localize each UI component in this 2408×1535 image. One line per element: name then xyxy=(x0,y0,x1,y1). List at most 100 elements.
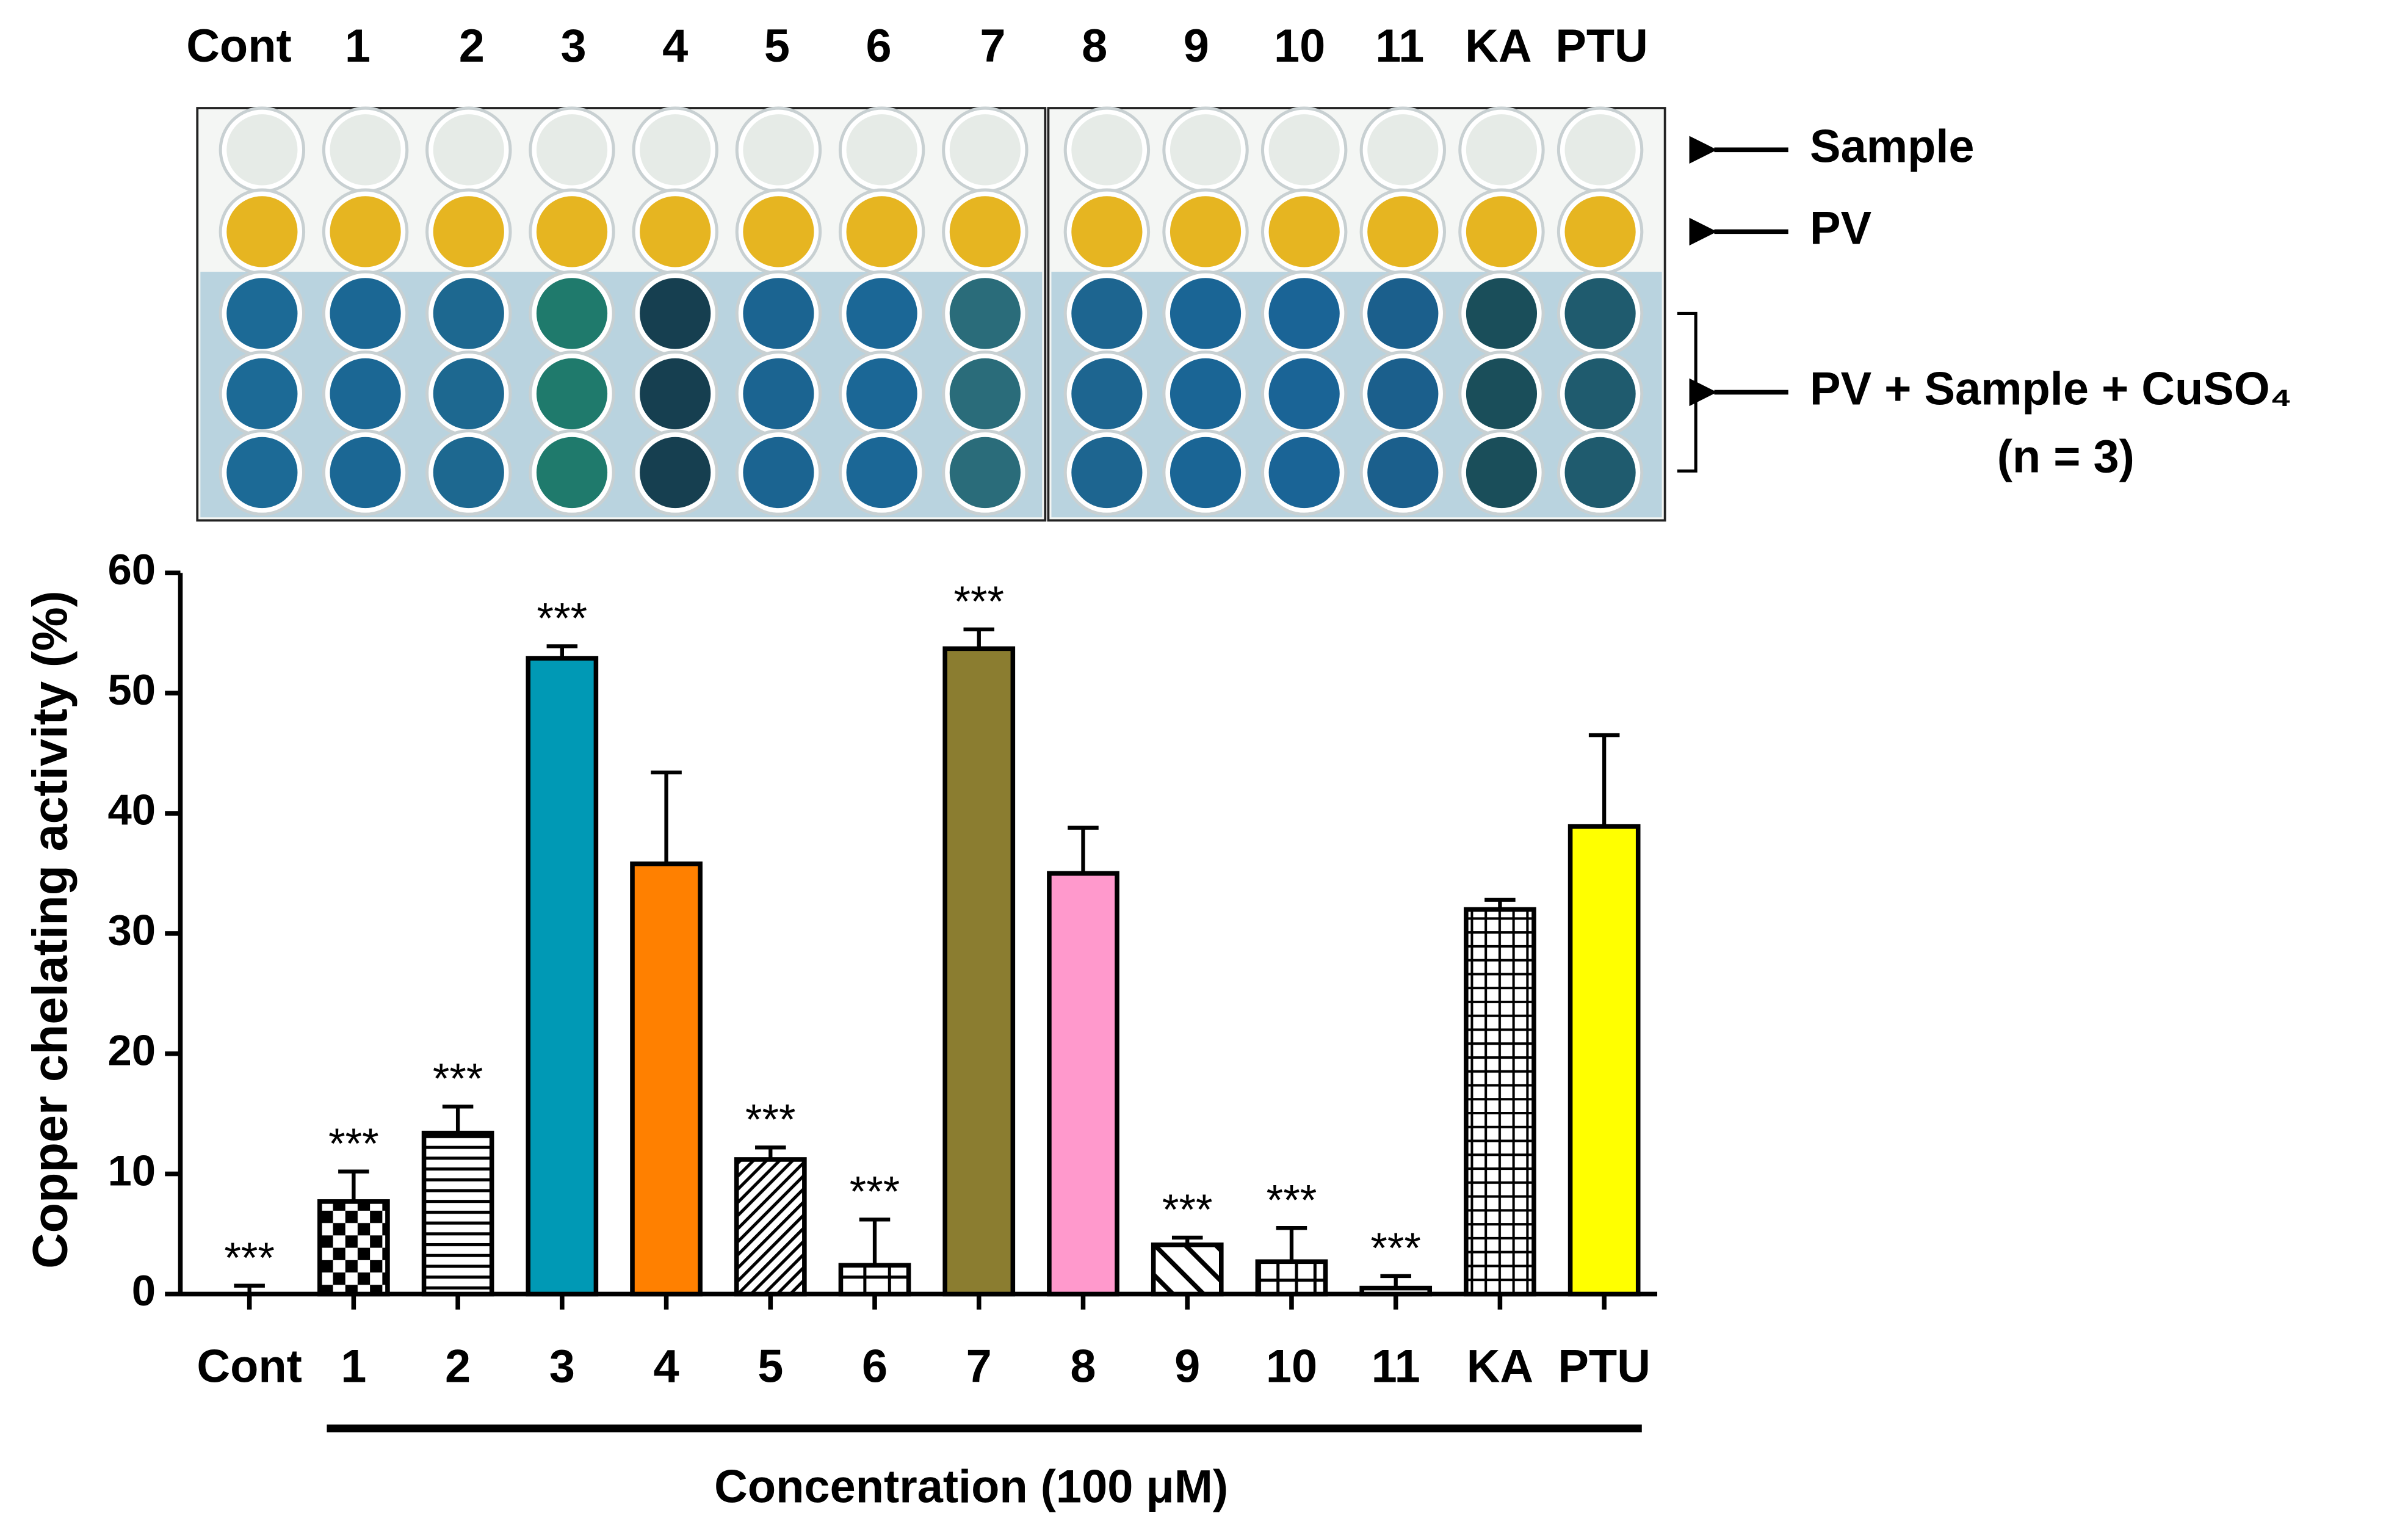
well-liquid xyxy=(743,437,814,509)
well-liquid xyxy=(1564,358,1636,430)
bar xyxy=(942,646,1016,1297)
x-tick-label: 9 xyxy=(1174,1340,1200,1392)
y-tick-label: 10 xyxy=(107,1146,156,1194)
row-label: PV xyxy=(1810,202,1871,254)
column-label: 4 xyxy=(662,20,688,72)
well-liquid xyxy=(536,196,608,267)
well-liquid xyxy=(1564,278,1636,349)
well-liquid xyxy=(1367,196,1439,267)
x-tick-label: 7 xyxy=(966,1340,992,1392)
x-tick-label: 11 xyxy=(1372,1340,1420,1392)
well-liquid xyxy=(949,437,1021,509)
row-note: (n = 3) xyxy=(1997,431,2135,483)
row-label: Sample xyxy=(1810,120,1974,172)
y-axis-label: Copper chelating activity (%) xyxy=(23,590,78,1269)
well-liquid xyxy=(1170,437,1242,509)
column-label: PTU xyxy=(1555,20,1648,72)
well-liquid xyxy=(1071,114,1143,186)
well-liquid xyxy=(1466,114,1538,186)
well-liquid xyxy=(743,278,814,349)
well-liquid xyxy=(226,196,298,267)
row-label: PV + Sample + CuSO₄ xyxy=(1810,363,2292,415)
well-liquid xyxy=(1071,278,1143,349)
x-tick-label: 1 xyxy=(341,1340,366,1392)
x-tick-label: 4 xyxy=(653,1340,679,1392)
well-liquid xyxy=(1564,437,1636,509)
column-label: 8 xyxy=(1082,20,1107,72)
well-liquid xyxy=(226,114,298,186)
bar xyxy=(1464,907,1536,1297)
well-liquid xyxy=(536,114,608,186)
well-liquid xyxy=(1268,437,1340,509)
bar xyxy=(1359,1285,1433,1297)
plate-photo xyxy=(196,106,1666,522)
column-label: 2 xyxy=(459,20,485,72)
well-liquid xyxy=(743,196,814,267)
well-liquid xyxy=(949,196,1021,267)
well-liquid xyxy=(743,114,814,186)
well-liquid xyxy=(1268,196,1340,267)
well-liquid xyxy=(846,437,917,509)
well-liquid xyxy=(1564,114,1636,186)
column-label: 3 xyxy=(560,20,586,72)
well-liquid xyxy=(1466,196,1538,267)
well-liquid xyxy=(1367,278,1439,349)
significance-label: *** xyxy=(537,594,588,642)
well-liquid xyxy=(433,358,504,430)
well-liquid xyxy=(536,358,608,430)
well-liquid xyxy=(1170,114,1242,186)
significance-label: *** xyxy=(328,1119,379,1167)
well-liquid xyxy=(640,114,711,186)
well-liquid xyxy=(1170,196,1242,267)
well-liquid xyxy=(1466,358,1538,430)
well-liquid xyxy=(1268,114,1340,186)
column-label: 6 xyxy=(866,20,892,72)
well-liquid xyxy=(1367,437,1439,509)
y-tick-label: 20 xyxy=(107,1026,156,1074)
well-liquid xyxy=(1466,278,1538,349)
well-liquid xyxy=(1071,358,1143,430)
well-liquid xyxy=(226,278,298,349)
well-liquid xyxy=(226,358,298,430)
well-liquid xyxy=(330,114,401,186)
column-label: 5 xyxy=(764,20,790,72)
x-tick-label: 6 xyxy=(862,1340,888,1392)
bar xyxy=(838,1263,911,1297)
well-liquid xyxy=(949,278,1021,349)
column-label: 7 xyxy=(980,20,1005,72)
x-tick-label: Cont xyxy=(197,1340,302,1392)
well-liquid xyxy=(433,114,504,186)
well-liquid xyxy=(226,437,298,509)
column-label: KA xyxy=(1465,20,1531,72)
well-liquid xyxy=(640,437,711,509)
well-liquid xyxy=(949,114,1021,186)
significance-label: *** xyxy=(224,1233,275,1282)
well-liquid xyxy=(846,196,917,267)
well-liquid xyxy=(433,196,504,267)
y-tick-label: 30 xyxy=(107,906,156,954)
y-tick-label: 60 xyxy=(107,545,156,593)
well-liquid xyxy=(536,278,608,349)
x-axis-label: Concentration (100 μM) xyxy=(714,1461,1228,1513)
bar xyxy=(1255,1259,1328,1297)
y-tick-label: 0 xyxy=(132,1266,156,1315)
significance-label: *** xyxy=(1162,1185,1213,1233)
well-liquid xyxy=(640,358,711,430)
column-label: 1 xyxy=(345,20,371,72)
bar xyxy=(526,656,599,1297)
x-tick-label: PTU xyxy=(1558,1340,1651,1392)
y-tick-label: 50 xyxy=(107,666,156,714)
column-label: 11 xyxy=(1375,20,1424,72)
bracket xyxy=(1677,311,1698,473)
column-label: 10 xyxy=(1274,20,1325,72)
x-tick-label: 8 xyxy=(1070,1340,1096,1392)
well-liquid xyxy=(330,358,401,430)
well-liquid xyxy=(1170,278,1242,349)
well-liquid xyxy=(949,358,1021,430)
bar xyxy=(421,1130,494,1297)
well-liquid xyxy=(536,437,608,509)
significance-label: *** xyxy=(953,577,1004,625)
x-tick-label: KA xyxy=(1467,1340,1533,1392)
well-liquid xyxy=(846,114,917,186)
